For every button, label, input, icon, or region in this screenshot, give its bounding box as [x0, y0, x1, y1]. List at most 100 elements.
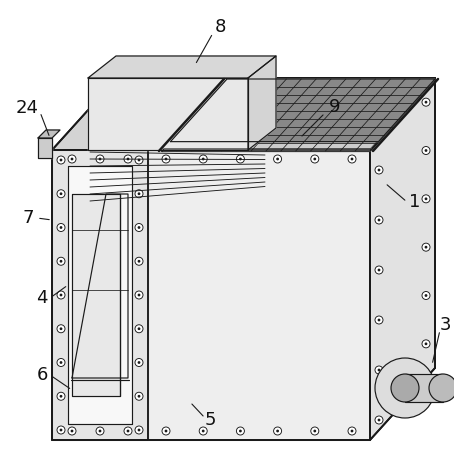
Circle shape [419, 402, 421, 404]
Circle shape [391, 374, 419, 402]
Circle shape [59, 293, 62, 296]
Circle shape [162, 155, 170, 163]
Circle shape [313, 430, 316, 432]
Circle shape [57, 223, 65, 232]
Circle shape [424, 343, 427, 345]
Circle shape [138, 192, 140, 195]
Circle shape [348, 155, 356, 163]
Circle shape [165, 430, 168, 432]
Circle shape [202, 430, 205, 432]
Circle shape [138, 159, 140, 162]
Circle shape [138, 395, 140, 398]
Circle shape [127, 157, 129, 161]
Circle shape [57, 156, 65, 164]
Circle shape [424, 101, 427, 104]
Circle shape [135, 392, 143, 400]
Circle shape [57, 325, 65, 333]
Circle shape [138, 429, 140, 431]
Circle shape [135, 257, 143, 265]
Circle shape [422, 340, 430, 348]
Circle shape [378, 218, 380, 222]
Circle shape [422, 243, 430, 251]
Circle shape [135, 426, 143, 434]
Polygon shape [88, 78, 248, 150]
Circle shape [375, 266, 383, 274]
Circle shape [199, 427, 207, 435]
Circle shape [165, 157, 168, 161]
Circle shape [389, 402, 391, 404]
Circle shape [127, 430, 129, 432]
Text: 1: 1 [410, 193, 421, 211]
Circle shape [57, 257, 65, 265]
Text: 9: 9 [329, 98, 341, 116]
Circle shape [57, 392, 65, 400]
Circle shape [135, 325, 143, 333]
Circle shape [416, 399, 423, 406]
Circle shape [378, 369, 380, 371]
Circle shape [138, 293, 140, 296]
Circle shape [71, 157, 74, 161]
Circle shape [424, 246, 427, 248]
Text: 4: 4 [36, 289, 48, 307]
Polygon shape [148, 150, 370, 440]
Circle shape [378, 318, 380, 321]
Circle shape [419, 372, 421, 374]
Circle shape [138, 260, 140, 263]
Circle shape [162, 427, 170, 435]
Circle shape [59, 327, 62, 330]
Circle shape [202, 157, 205, 161]
Circle shape [59, 395, 62, 398]
Text: 6: 6 [36, 366, 48, 384]
Circle shape [59, 192, 62, 195]
Text: 7: 7 [22, 209, 34, 227]
Circle shape [313, 157, 316, 161]
Text: 5: 5 [204, 411, 216, 429]
Polygon shape [72, 194, 120, 396]
Circle shape [375, 416, 383, 424]
Polygon shape [248, 56, 276, 150]
Circle shape [59, 260, 62, 263]
Circle shape [237, 155, 244, 163]
Polygon shape [88, 56, 276, 78]
Polygon shape [52, 150, 148, 440]
Circle shape [138, 361, 140, 364]
Circle shape [378, 419, 380, 421]
Circle shape [135, 156, 143, 164]
Circle shape [59, 429, 62, 431]
Circle shape [99, 430, 101, 432]
Circle shape [135, 291, 143, 299]
Circle shape [135, 190, 143, 198]
Text: 3: 3 [439, 316, 451, 334]
Circle shape [71, 430, 74, 432]
Circle shape [311, 155, 319, 163]
Circle shape [375, 358, 435, 418]
Circle shape [424, 294, 427, 297]
Circle shape [416, 369, 423, 377]
Circle shape [422, 292, 430, 299]
Polygon shape [68, 166, 132, 424]
Polygon shape [72, 194, 128, 378]
Circle shape [68, 427, 76, 435]
Circle shape [274, 155, 281, 163]
Circle shape [96, 155, 104, 163]
Circle shape [422, 147, 430, 155]
Circle shape [239, 430, 242, 432]
Circle shape [350, 157, 353, 161]
Polygon shape [370, 78, 435, 440]
FancyBboxPatch shape [405, 374, 443, 402]
Polygon shape [162, 79, 435, 151]
Circle shape [239, 157, 242, 161]
Circle shape [422, 195, 430, 203]
Circle shape [124, 155, 132, 163]
Circle shape [135, 359, 143, 366]
Circle shape [138, 327, 140, 330]
Circle shape [199, 155, 207, 163]
Circle shape [378, 268, 380, 271]
Circle shape [429, 374, 454, 402]
Circle shape [59, 159, 62, 162]
Circle shape [375, 216, 383, 224]
Circle shape [99, 157, 101, 161]
Text: 8: 8 [214, 18, 226, 36]
Polygon shape [38, 138, 52, 158]
Circle shape [378, 169, 380, 172]
